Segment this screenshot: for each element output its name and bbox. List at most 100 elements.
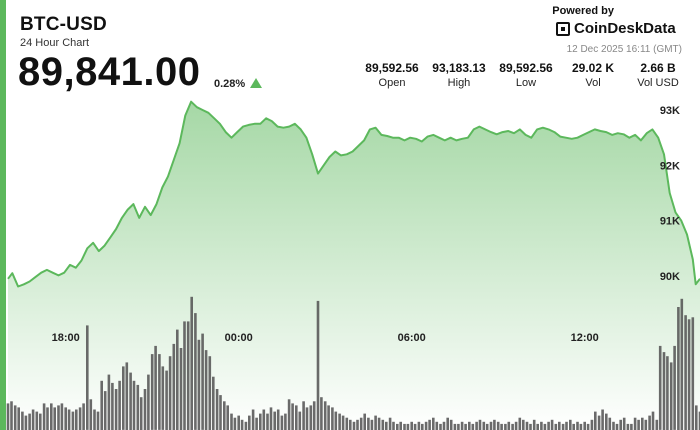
volume-bar	[662, 352, 666, 430]
volume-bar	[367, 417, 370, 430]
volume-bar	[547, 421, 550, 430]
volume-bar	[233, 417, 237, 430]
volume-bar	[244, 421, 248, 430]
volume-bar	[687, 319, 691, 430]
volume-bar	[496, 421, 500, 430]
volume-bar	[266, 413, 269, 430]
volume-bar	[158, 354, 161, 430]
volume-bar	[305, 407, 309, 430]
volume-bar	[316, 300, 320, 430]
volume-bar	[168, 356, 172, 430]
volume-bar	[475, 421, 478, 430]
volume-bar	[695, 405, 698, 430]
stat-vol-usd: 2.66 B Vol USD	[637, 61, 679, 89]
volume-bar	[651, 411, 655, 430]
volume-bar	[42, 403, 46, 430]
volume-bar	[641, 417, 644, 430]
volume-bar	[298, 411, 302, 430]
brand-logo[interactable]: CoinDeskData	[556, 20, 676, 37]
stat-label: Low	[515, 77, 537, 89]
volume-bar	[680, 298, 684, 430]
y-tick-label: 93K	[660, 105, 680, 117]
volume-bar	[370, 419, 374, 430]
volume-bar	[605, 413, 608, 430]
volume-bar	[39, 413, 42, 430]
volume-bar	[612, 421, 615, 430]
volume-bar	[399, 421, 402, 430]
chart-subtitle: 24 Hour Chart	[20, 37, 90, 49]
volume-bar	[569, 419, 572, 430]
volume-bar	[309, 405, 313, 430]
volume-bar	[622, 417, 626, 430]
volume-bar	[504, 423, 507, 430]
volume-bar	[230, 413, 233, 430]
volume-bar	[377, 417, 381, 430]
coindesk-logo-icon	[556, 21, 570, 36]
volume-bar	[359, 417, 363, 430]
volume-bar	[64, 407, 67, 430]
volume-bar	[226, 405, 229, 430]
volume-bar	[132, 380, 136, 430]
volume-bar	[500, 423, 503, 430]
volume-bar	[446, 417, 449, 430]
volume-bar	[666, 356, 669, 430]
volume-bar	[284, 413, 287, 430]
volume-bar	[435, 421, 439, 430]
volume-bar	[197, 339, 201, 430]
volume-bar	[352, 421, 356, 430]
stat-value: 29.02 K	[571, 61, 615, 75]
volume-bar	[471, 423, 475, 430]
volume-bar	[637, 419, 640, 430]
volume-bar	[10, 401, 13, 430]
volume-bar	[381, 419, 385, 430]
volume-bar	[28, 413, 31, 430]
volume-bar	[251, 409, 255, 430]
x-tick-label: 00:00	[225, 332, 253, 344]
volume-bar	[543, 423, 547, 430]
volume-bar	[468, 421, 471, 430]
volume-bar	[165, 370, 168, 430]
volume-bar	[237, 415, 240, 430]
volume-bar	[280, 415, 284, 430]
volume-bar	[345, 417, 349, 430]
volume-bar	[392, 421, 395, 430]
y-axis: 93K 92K 91K 90K	[660, 105, 680, 283]
volume-bar	[550, 419, 554, 430]
volume-bar	[312, 401, 316, 430]
volume-bar	[619, 419, 622, 430]
volume-bar	[658, 345, 662, 430]
volume-bar	[269, 407, 273, 430]
volume-bar	[460, 421, 464, 430]
volume-bar	[615, 423, 619, 430]
volume-bar	[114, 389, 118, 430]
volume-bar	[86, 325, 89, 430]
volume-bar	[388, 417, 392, 430]
volume-bar	[46, 407, 49, 430]
volume-bar	[295, 405, 298, 430]
volume-bar	[644, 419, 648, 430]
volume-bar	[421, 423, 424, 430]
up-arrow-icon	[250, 78, 262, 88]
volume-bar	[179, 348, 183, 430]
volume-bar	[96, 411, 100, 430]
volume-bar	[89, 399, 93, 430]
volume-bar	[276, 409, 280, 430]
stat-label: Open	[378, 77, 406, 89]
volume-bar	[522, 419, 525, 430]
volume-bar	[432, 417, 435, 430]
timestamp: 12 Dec 2025 16:11 (GMT)	[566, 44, 682, 55]
volume-bar	[50, 403, 53, 430]
volume-bar	[410, 421, 413, 430]
volume-bar	[529, 423, 532, 430]
volume-bar	[341, 415, 345, 430]
volume-bar	[57, 405, 60, 430]
volume-bar	[597, 415, 601, 430]
y-tick-label: 90K	[660, 271, 680, 283]
volume-bar	[558, 421, 561, 430]
volume-bar	[82, 403, 85, 430]
volume-bar	[78, 407, 82, 430]
volume-bar	[186, 321, 190, 430]
volume-bar	[143, 389, 147, 430]
volume-bar	[561, 423, 565, 430]
volume-bar	[327, 405, 330, 430]
